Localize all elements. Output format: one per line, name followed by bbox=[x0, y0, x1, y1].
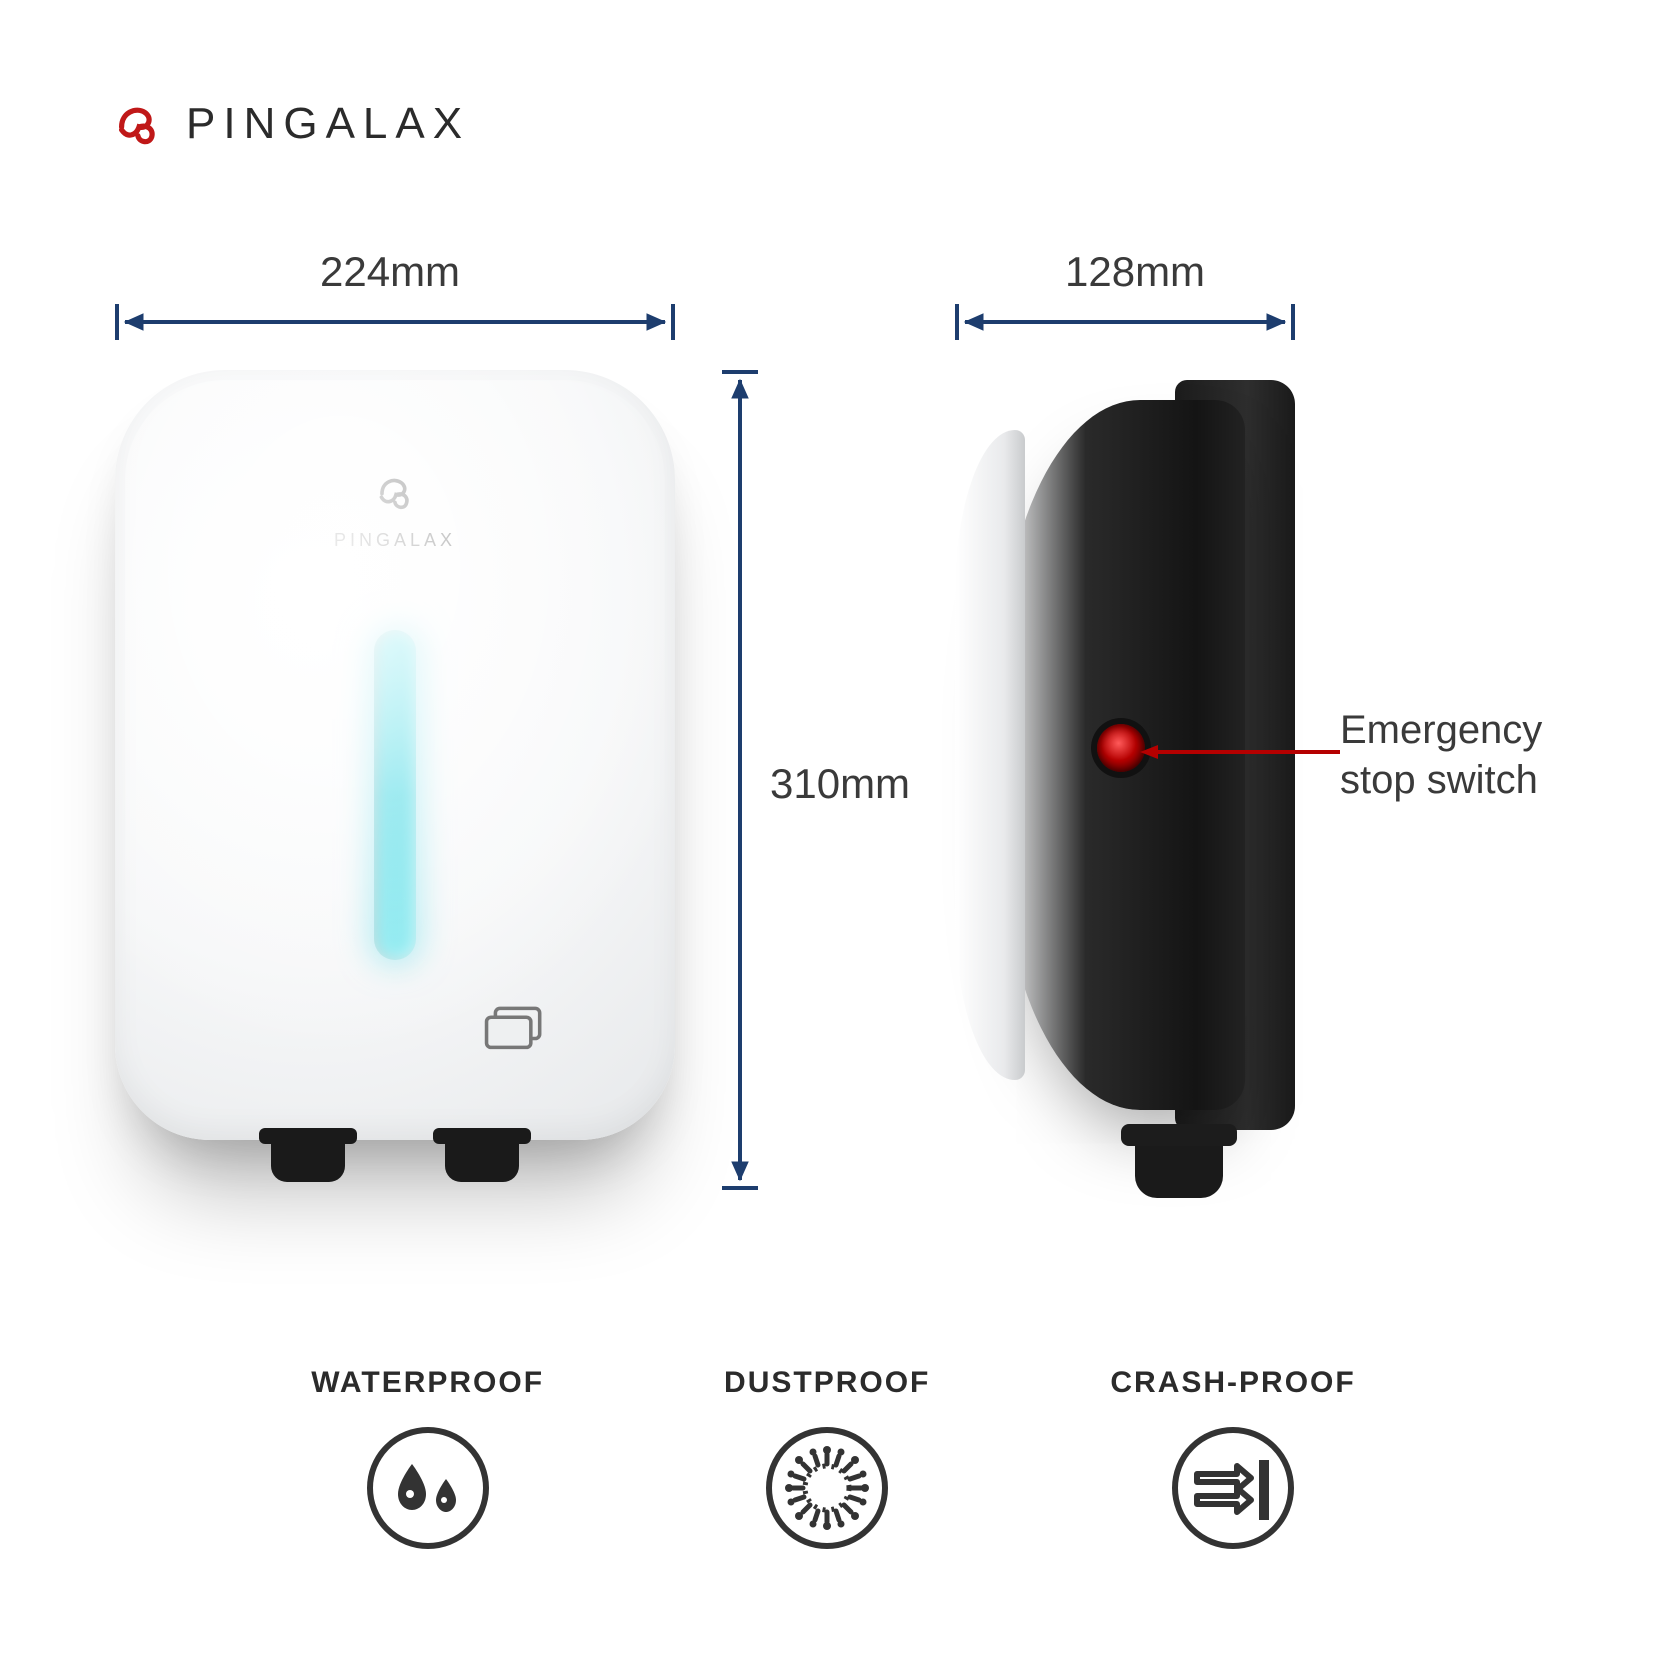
cable-gland bbox=[445, 1138, 519, 1182]
cable-gland bbox=[271, 1138, 345, 1182]
callout-arrow bbox=[1140, 742, 1340, 762]
cable-glands-front bbox=[271, 1138, 519, 1182]
card-reader-icon bbox=[483, 1004, 545, 1050]
side-front-edge bbox=[955, 430, 1025, 1080]
feature-dustproof: DUSTPROOF bbox=[724, 1366, 930, 1552]
crashproof-icon bbox=[1169, 1424, 1297, 1552]
callout-line2: stop switch bbox=[1340, 755, 1542, 805]
dimension-arrow-front-width bbox=[115, 302, 675, 342]
cable-gland-side bbox=[1135, 1138, 1223, 1198]
feature-waterproof: WATERPROOF bbox=[311, 1366, 544, 1552]
feature-crashproof: CRASH-PROOF bbox=[1110, 1366, 1355, 1552]
brand-mark-icon bbox=[110, 95, 168, 153]
emergency-callout: Emergency stop switch bbox=[1340, 705, 1542, 805]
dimension-height: 310mm bbox=[770, 760, 910, 808]
emergency-stop-button bbox=[1097, 724, 1145, 772]
device-front-view: PINGALAX bbox=[115, 370, 675, 1140]
feature-row: WATERPROOF DUSTPROOF bbox=[0, 1366, 1667, 1552]
dimension-side-width: 128mm bbox=[1065, 248, 1205, 296]
device-logo-icon bbox=[369, 465, 421, 517]
feature-label: DUSTPROOF bbox=[724, 1366, 930, 1400]
dimension-arrow-height bbox=[720, 370, 760, 1190]
brand-logo: PINGALAX bbox=[110, 95, 470, 153]
feature-label: WATERPROOF bbox=[311, 1366, 544, 1400]
dustproof-icon bbox=[763, 1424, 891, 1552]
device-front-logo: PINGALAX bbox=[334, 465, 456, 551]
dimension-front-width: 224mm bbox=[320, 248, 460, 296]
brand-name: PINGALAX bbox=[186, 99, 470, 149]
callout-line1: Emergency bbox=[1340, 705, 1542, 755]
led-indicator bbox=[374, 630, 416, 960]
dimension-arrow-side-width bbox=[955, 302, 1295, 342]
waterproof-icon bbox=[364, 1424, 492, 1552]
device-logo-text: PINGALAX bbox=[334, 530, 456, 551]
feature-label: CRASH-PROOF bbox=[1110, 1366, 1355, 1400]
